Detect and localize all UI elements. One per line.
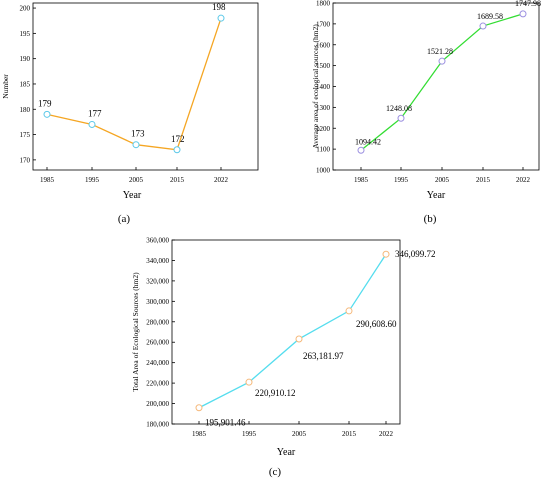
y-axis-title: Total Area of Ecological Sources (hm2) — [131, 272, 140, 392]
y-tick-label: 185 — [20, 80, 31, 88]
data-point — [245, 378, 253, 386]
x-tick-label: 2015 — [476, 176, 491, 184]
series-line — [360, 13, 524, 151]
y-tick-label: 1100 — [316, 146, 330, 154]
x-tick-label: 1985 — [40, 176, 55, 184]
x-tick-label: 2022 — [379, 430, 394, 438]
chart-a: 170 175 180 185 190 195 200 1985 1995 2005 2015 202… — [1, 2, 259, 225]
data-point — [132, 141, 140, 149]
y-tick-label: 300,000 — [146, 298, 169, 306]
data-point — [397, 114, 405, 122]
y-axis-title: Average area of ecological sources (hm2) — [311, 24, 320, 149]
data-point — [345, 307, 353, 315]
data-point — [217, 14, 225, 22]
y-tick-label: 195 — [20, 30, 31, 38]
y-tick-label: 1300 — [316, 104, 331, 112]
data-label: 1689.58 — [477, 12, 503, 21]
x-tick-label: 1995 — [242, 430, 257, 438]
y-tick-label: 190 — [20, 55, 31, 63]
x-tick-label: 2005 — [129, 176, 144, 184]
data-label: 195,901.46 — [205, 418, 246, 428]
plot-frame — [171, 239, 401, 425]
data-label: 1094.42 — [355, 137, 381, 146]
x-tick-label: 2015 — [342, 430, 357, 438]
data-label: 220,910.12 — [255, 388, 296, 398]
data-label: 179 — [38, 98, 52, 108]
data-point — [295, 335, 303, 343]
y-tick-label: 200,000 — [146, 400, 169, 408]
y-tick-label: 1200 — [316, 125, 331, 133]
y-axis-title: Number — [1, 74, 10, 99]
chart-b: 1000 1100 1200 1300 1400 1500 1600 1700 1800 1985… — [311, 0, 541, 225]
x-tick-label: 1985 — [354, 176, 369, 184]
y-tick-label: 1700 — [316, 20, 331, 28]
x-tick-label: 2005 — [292, 430, 307, 438]
x-tick-label: 1995 — [394, 176, 409, 184]
data-label: 1521.28 — [427, 47, 453, 56]
y-tick-label: 1600 — [316, 41, 331, 49]
y-tick-label: 1000 — [316, 167, 331, 175]
y-tick-label: 180,000 — [146, 421, 169, 429]
data-label: 263,181.97 — [303, 351, 344, 361]
panel-label: (c) — [269, 466, 282, 478]
y-tick-label: 320,000 — [146, 277, 169, 285]
data-label: 346,099.72 — [395, 249, 436, 259]
x-tick-label: 1985 — [192, 430, 207, 438]
data-label: 1248.08 — [386, 104, 412, 113]
data-label: 172 — [171, 134, 185, 144]
y-tick-label: 1400 — [316, 83, 331, 91]
x-tick-label: 2015 — [170, 176, 185, 184]
x-tick-label: 2022 — [214, 176, 229, 184]
y-tick-label: 170 — [20, 156, 31, 164]
data-point — [479, 22, 487, 30]
y-tick-label: 240,000 — [146, 359, 169, 367]
y-tick-label: 280,000 — [146, 318, 169, 326]
y-tick-label: 220,000 — [146, 380, 169, 388]
data-point — [382, 250, 390, 258]
panel-label: (b) — [424, 213, 437, 225]
series-line — [198, 253, 387, 409]
y-tick-label: 340,000 — [146, 257, 169, 265]
data-point — [438, 57, 446, 65]
data-point — [519, 10, 527, 18]
x-axis-title: Year — [277, 447, 296, 458]
panel-label: (a) — [118, 213, 131, 225]
y-tick-label: 200 — [20, 5, 31, 13]
data-point — [357, 146, 365, 154]
data-label: 173 — [131, 129, 145, 139]
x-axis-title: Year — [123, 190, 142, 201]
y-tick-label: 1800 — [316, 0, 331, 8]
x-tick-label: 2022 — [516, 176, 531, 184]
plot-frame — [32, 2, 259, 171]
y-tick-label: 260,000 — [146, 339, 169, 347]
x-axis-title: Year — [427, 190, 446, 201]
data-point — [43, 110, 51, 118]
data-point — [88, 120, 96, 128]
chart-c: 180,000 200,000 220,000 240,000 260,000 280,0… — [131, 237, 436, 479]
y-tick-label: 1500 — [316, 62, 331, 70]
data-label: 198 — [212, 2, 226, 12]
x-tick-label: 2005 — [435, 176, 450, 184]
data-label: 177 — [88, 108, 102, 118]
data-point — [173, 146, 181, 154]
y-tick-label: 360,000 — [146, 237, 169, 245]
y-tick-label: 175 — [20, 131, 31, 139]
data-label: 290,608.60 — [356, 319, 397, 329]
data-label: 1747.98 — [515, 0, 541, 8]
data-point — [195, 404, 203, 412]
y-tick-label: 180 — [20, 106, 31, 114]
x-tick-label: 1995 — [85, 176, 100, 184]
